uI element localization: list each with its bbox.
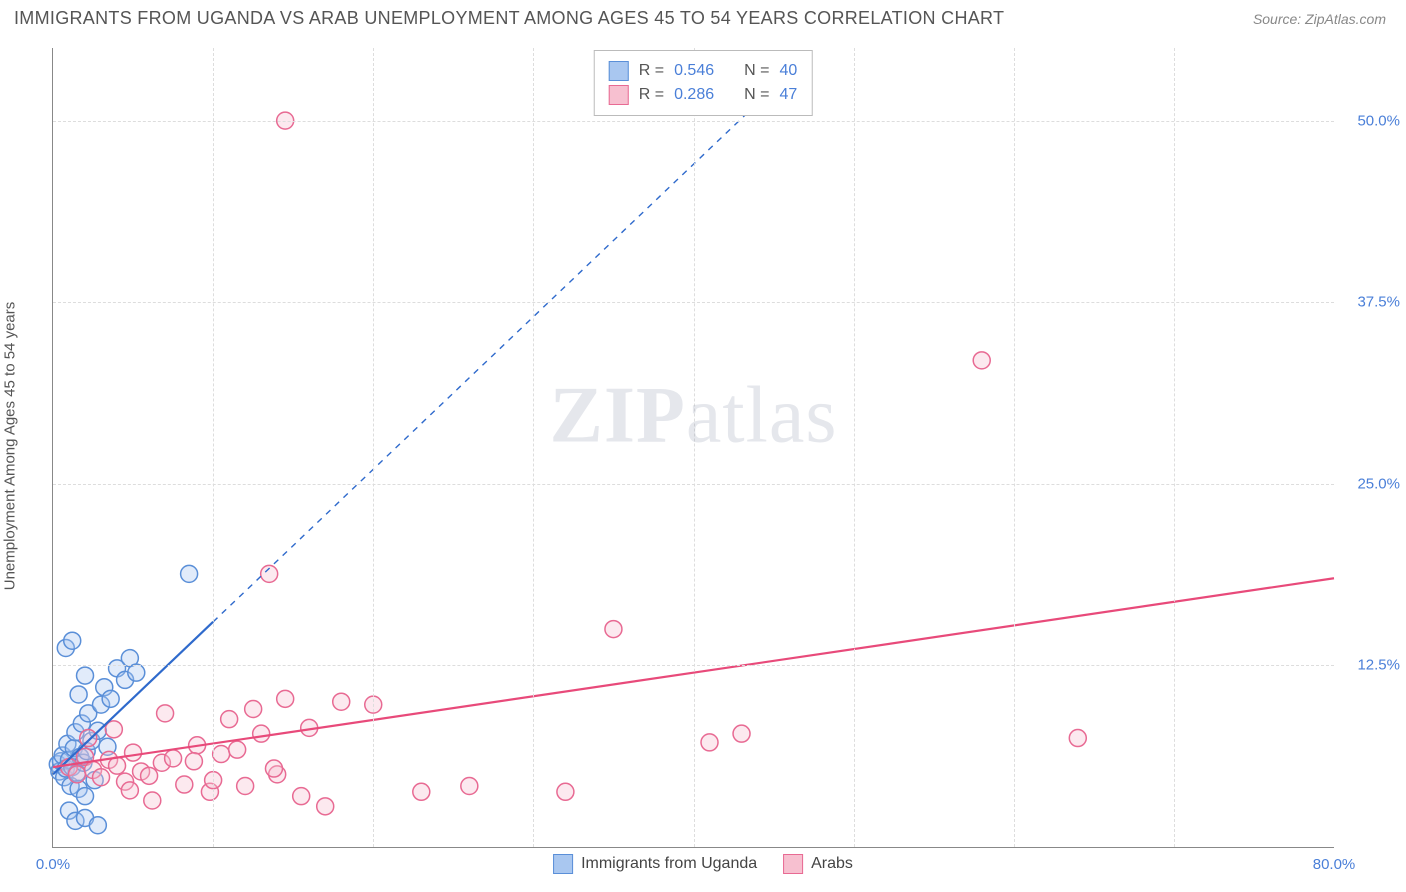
gridline-v <box>694 48 695 847</box>
y-axis-label: Unemployment Among Ages 45 to 54 years <box>2 302 19 591</box>
gridline-v <box>854 48 855 847</box>
legend-r-value: 0.286 <box>674 86 714 104</box>
legend-r-value: 0.546 <box>674 62 714 80</box>
y-tick-label: 37.5% <box>1340 294 1400 311</box>
scatter-point <box>121 782 138 799</box>
source-name: ZipAtlas.com <box>1305 11 1386 27</box>
legend-n-value: 40 <box>779 62 797 80</box>
y-tick-label: 50.0% <box>1340 112 1400 129</box>
scatter-point <box>293 788 310 805</box>
scatter-point <box>125 744 142 761</box>
chart-header: IMMIGRANTS FROM UGANDA VS ARAB UNEMPLOYM… <box>0 0 1406 33</box>
scatter-point <box>557 783 574 800</box>
legend-row: R = 0.286 N = 47 <box>609 83 798 107</box>
legend-r-label: R = <box>639 86 664 104</box>
gridline-v <box>213 48 214 847</box>
chart-title: IMMIGRANTS FROM UGANDA VS ARAB UNEMPLOYM… <box>14 8 1004 29</box>
gridline-v <box>533 48 534 847</box>
scatter-point <box>733 725 750 742</box>
gridline-v <box>1014 48 1015 847</box>
scatter-point <box>221 711 238 728</box>
correlation-legend: R = 0.546 N = 40 R = 0.286 N = 47 <box>594 50 813 116</box>
scatter-point <box>69 766 86 783</box>
scatter-point <box>973 352 990 369</box>
y-tick-label: 25.0% <box>1340 475 1400 492</box>
trend-line-extrapolated <box>213 88 773 622</box>
scatter-point <box>461 777 478 794</box>
legend-n-value: 47 <box>779 86 797 104</box>
legend-n-label: N = <box>744 86 769 104</box>
gridline-v <box>1174 48 1175 847</box>
scatter-point <box>605 621 622 638</box>
source-attribution: Source: ZipAtlas.com <box>1253 11 1386 27</box>
series-name: Immigrants from Uganda <box>581 855 757 873</box>
scatter-point <box>93 769 110 786</box>
scatter-point <box>80 730 97 747</box>
scatter-point <box>245 700 262 717</box>
scatter-point <box>176 776 193 793</box>
scatter-point <box>128 664 145 681</box>
legend-swatch <box>609 61 629 81</box>
gridline-v <box>373 48 374 847</box>
scatter-point <box>70 686 87 703</box>
x-tick-label: 0.0% <box>36 856 70 873</box>
scatter-point <box>277 690 294 707</box>
legend-swatch <box>783 854 803 874</box>
y-tick-label: 12.5% <box>1340 657 1400 674</box>
legend-row: R = 0.546 N = 40 <box>609 59 798 83</box>
plot-area: ZIPatlas 12.5%25.0%37.5%50.0%0.0%80.0% <box>52 48 1334 848</box>
scatter-point <box>165 750 182 767</box>
series-legend-item: Immigrants from Uganda <box>553 854 757 874</box>
scatter-point <box>1069 730 1086 747</box>
scatter-point <box>213 746 230 763</box>
scatter-point <box>253 725 270 742</box>
series-legend: Immigrants from Uganda Arabs <box>553 854 853 874</box>
source-prefix: Source: <box>1253 11 1305 27</box>
scatter-point <box>157 705 174 722</box>
scatter-point <box>413 783 430 800</box>
scatter-point <box>109 757 126 774</box>
scatter-point <box>144 792 161 809</box>
scatter-point <box>229 741 246 758</box>
x-tick-label: 80.0% <box>1313 856 1356 873</box>
legend-swatch <box>609 85 629 105</box>
series-legend-item: Arabs <box>783 854 853 874</box>
scatter-point <box>317 798 334 815</box>
scatter-point <box>89 817 106 834</box>
scatter-point <box>77 788 94 805</box>
legend-swatch <box>553 854 573 874</box>
scatter-point <box>77 667 94 684</box>
scatter-point <box>333 693 350 710</box>
scatter-point <box>181 565 198 582</box>
series-name: Arabs <box>811 855 853 873</box>
scatter-point <box>265 760 282 777</box>
legend-n-label: N = <box>744 62 769 80</box>
scatter-point <box>185 753 202 770</box>
legend-r-label: R = <box>639 62 664 80</box>
scatter-point <box>701 734 718 751</box>
scatter-point <box>141 767 158 784</box>
scatter-point <box>64 632 81 649</box>
scatter-point <box>102 690 119 707</box>
scatter-point <box>237 777 254 794</box>
